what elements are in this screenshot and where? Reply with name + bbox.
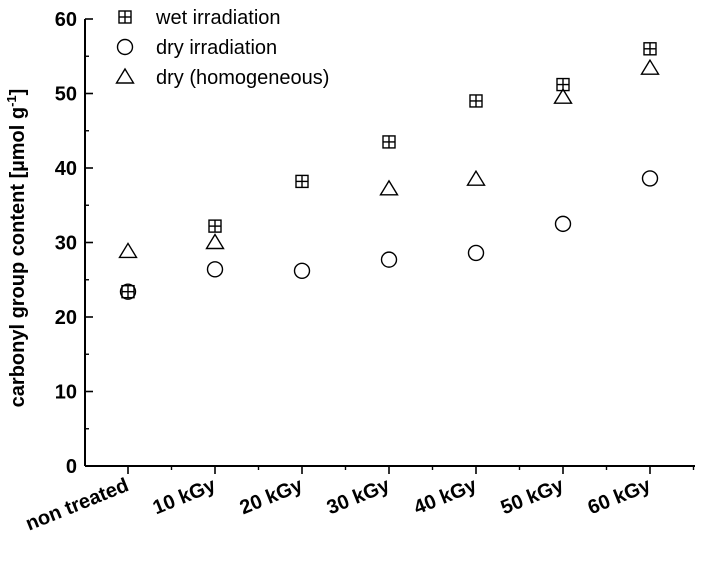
data-point (466, 169, 486, 186)
x-tick-label: 10 kGy (150, 474, 220, 519)
data-point (208, 219, 222, 233)
data-point (643, 42, 657, 56)
x-tick-label: 20 kGy (237, 474, 307, 519)
y-tick-label: 30 (55, 233, 77, 255)
data-point (380, 251, 398, 268)
legend-marker (115, 67, 135, 84)
x-axis-ticks: non treated 10 kGy 20 kGy 30 kGy 40 kGy 50 kG… (23, 466, 695, 535)
legend-label: dry (homogeneous) (156, 67, 329, 89)
data-point (379, 179, 399, 196)
data-point (382, 135, 396, 149)
x-tick-label: 30 kGy (324, 474, 394, 519)
data-point (295, 174, 309, 189)
y-tick-label: 0 (66, 456, 77, 478)
data-point (641, 170, 659, 187)
data-point (467, 244, 485, 262)
y-tick-label: 50 (55, 84, 77, 106)
x-tick-label: 60 kGy (585, 474, 655, 519)
x-tick-label: 40 kGy (411, 474, 481, 519)
legend-marker (118, 10, 132, 24)
y-tick-label: 20 (55, 307, 77, 329)
data-point (121, 284, 135, 299)
legend-item: wet irradiation (118, 7, 281, 29)
y-tick-label: 10 (55, 382, 77, 404)
data-point (554, 215, 572, 233)
legend: wet irradiation dry irradiation dry (homog… (115, 7, 329, 89)
data-point (119, 283, 137, 300)
data-point (206, 261, 224, 278)
y-axis-ticks: 0 10 20 30 40 50 60 (55, 9, 93, 478)
y-tick-label: 40 (55, 158, 77, 180)
data-point (293, 262, 311, 280)
legend-item: dry irradiation (116, 37, 277, 59)
y-tick-label: 60 (55, 9, 77, 31)
data-point (205, 233, 225, 250)
data-point (118, 242, 138, 259)
data-point (469, 94, 483, 108)
data-point (553, 87, 573, 104)
series-2 (119, 170, 659, 300)
x-tick-label: 50 kGy (498, 474, 568, 519)
legend-item: dry (homogeneous) (115, 67, 329, 89)
y-axis-title: carbonyl group content [µmol g-1] (4, 89, 29, 408)
legend-marker (116, 38, 134, 56)
legend-label: wet irradiation (155, 7, 281, 29)
legend-label: dry irradiation (156, 37, 277, 59)
data-points (118, 42, 660, 300)
data-point (640, 58, 660, 75)
series-3 (118, 58, 660, 259)
x-tick-label: non treated (23, 474, 132, 535)
